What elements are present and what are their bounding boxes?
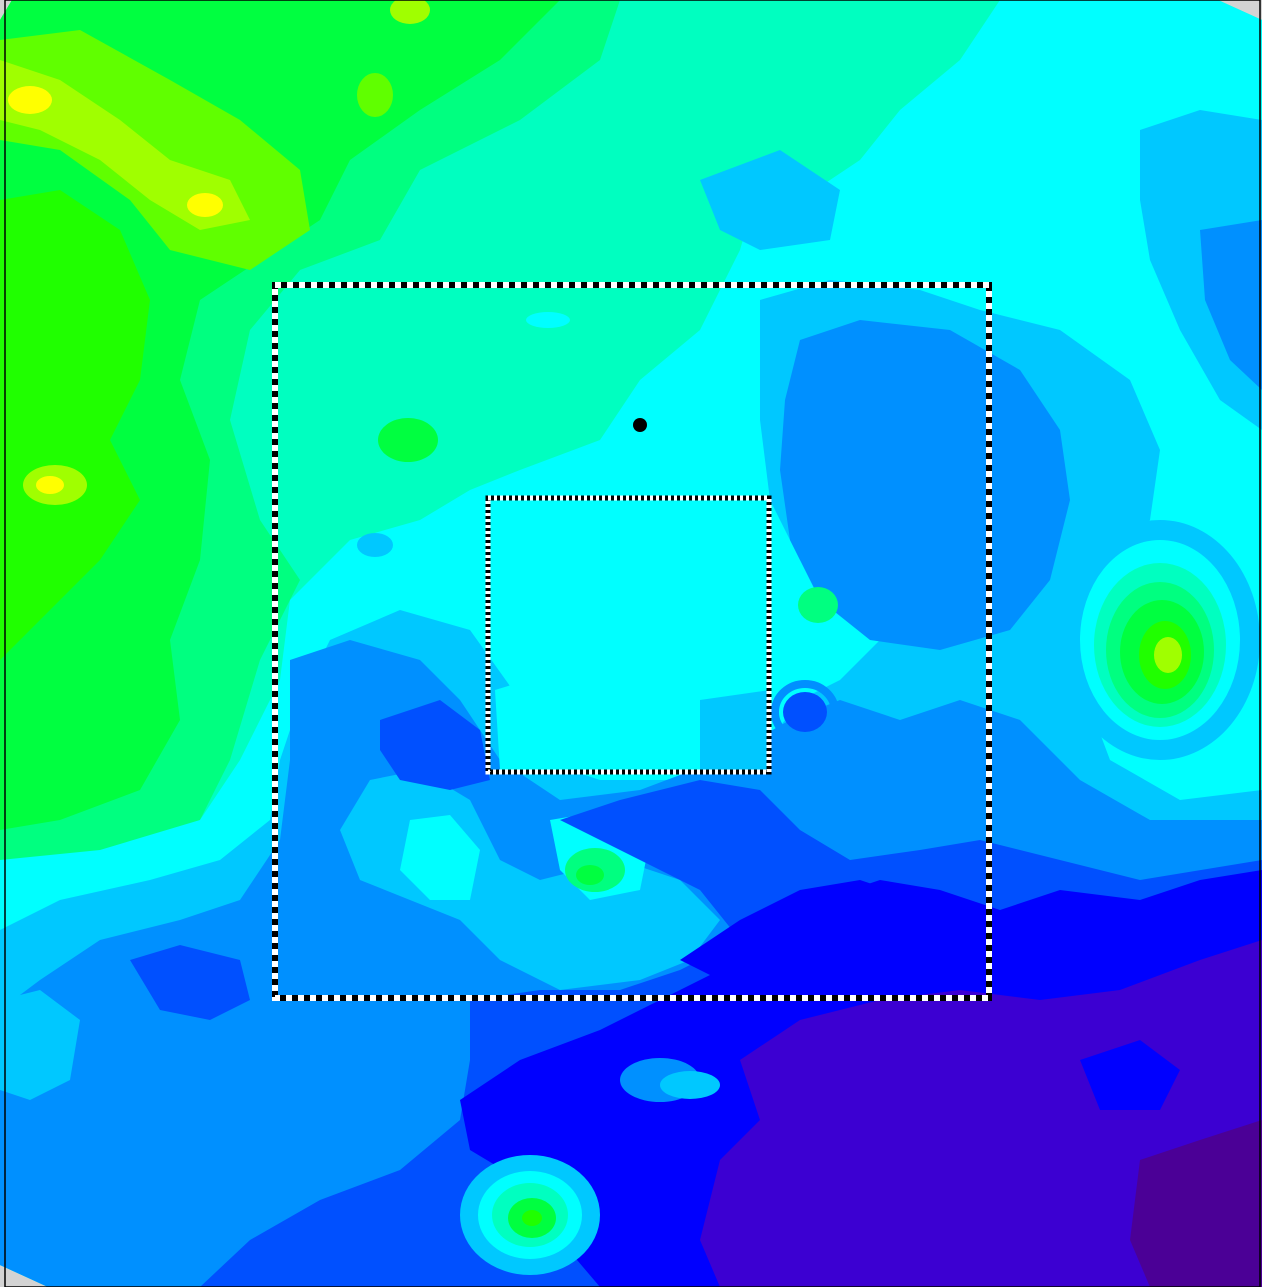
contour-yellow-nw-2 xyxy=(8,86,52,114)
contour-bluemid-sw xyxy=(130,945,250,1020)
inner-selection-box[interactable] xyxy=(485,495,772,775)
contour-lime-peak-south xyxy=(522,1210,542,1226)
contour-aqua-east-top xyxy=(620,0,1000,230)
contour-sky-sw xyxy=(0,990,80,1100)
map-frame-border xyxy=(4,0,1261,1287)
contour-crater-small xyxy=(783,692,827,732)
contour-detail-4 xyxy=(1066,178,1094,202)
contour-violet-se xyxy=(700,940,1262,1287)
contour-detail-2 xyxy=(526,312,570,328)
contour-cyan-south-inner xyxy=(400,815,480,900)
contour-lime-peak-east xyxy=(1154,637,1182,673)
contour-sky-north xyxy=(700,150,840,250)
contour-sky-inner-box xyxy=(700,690,770,770)
contour-bluelight-sw xyxy=(50,1100,260,1240)
contour-crater-small-rim xyxy=(771,680,839,744)
contour-blue-center xyxy=(680,880,960,1000)
contour-bluelight-crater xyxy=(780,320,1070,650)
location-marker[interactable] xyxy=(633,418,647,432)
contour-bluelight-ne xyxy=(1200,220,1262,390)
contour-lime-west-2 xyxy=(0,190,150,660)
contour-blue-in-violet xyxy=(1080,1040,1180,1110)
contour-detail-1 xyxy=(357,533,393,557)
contour-yellowgreen-nw xyxy=(0,60,250,230)
contour-yellow-nw xyxy=(187,193,223,217)
outer-selection-box[interactable] xyxy=(272,282,992,1001)
contour-green-blob xyxy=(378,418,438,462)
contour-detail-6 xyxy=(660,1071,720,1099)
contour-detail-3 xyxy=(798,587,838,623)
contour-bluemid-south xyxy=(380,700,490,790)
contour-violet-dark-se xyxy=(1130,1120,1262,1287)
contour-lime-north-2 xyxy=(357,73,393,117)
contour-green-south-inner-2 xyxy=(576,865,604,885)
contour-lime-north xyxy=(390,0,430,24)
contour-orange-west xyxy=(36,476,64,494)
